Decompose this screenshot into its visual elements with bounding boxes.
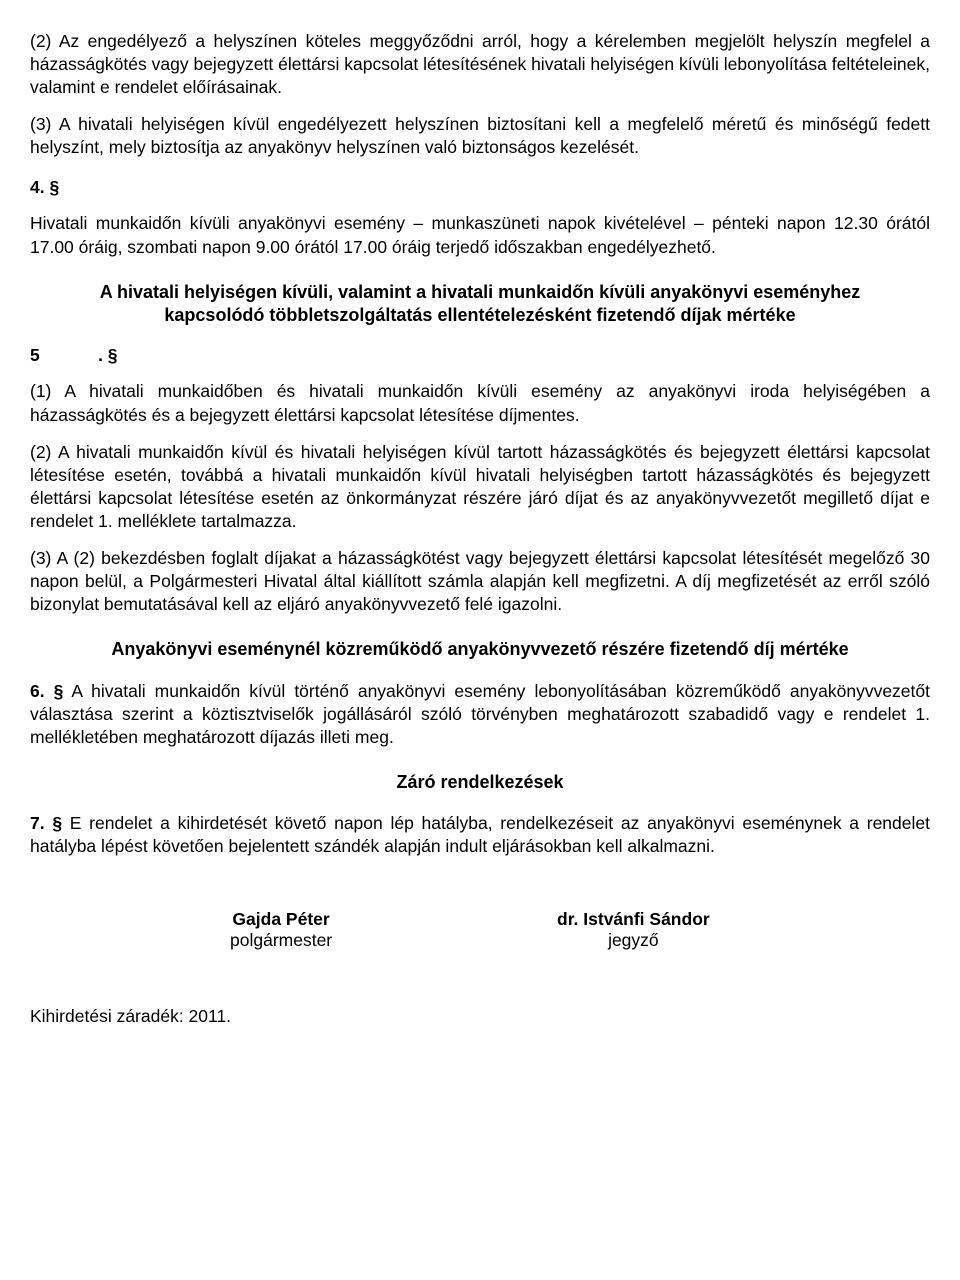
section-4-number: 4. § bbox=[30, 177, 930, 198]
heading-fees: A hivatali helyiségen kívüli, valamint a… bbox=[30, 281, 930, 328]
section-7-number: 7. § bbox=[30, 813, 62, 833]
paragraph-6: 6. § A hivatali munkaidőn kívül történő … bbox=[30, 680, 930, 749]
signature-role-clerk: jegyző bbox=[557, 930, 710, 951]
heading-fees-line2: kapcsolódó többletszolgáltatás ellentéte… bbox=[164, 305, 795, 325]
heading-fees-line1: A hivatali helyiségen kívüli, valamint a… bbox=[100, 282, 861, 302]
signature-name-clerk: dr. Istvánfi Sándor bbox=[557, 909, 710, 930]
paragraph-5-1: (1) A hivatali munkaidőben és hivatali m… bbox=[30, 380, 930, 426]
paragraph-6-body: A hivatali munkaidőn kívül történő anyak… bbox=[30, 681, 930, 747]
promulgation-note: Kihirdetési záradék: 2011. bbox=[30, 1006, 930, 1027]
signature-role-mayor: polgármester bbox=[230, 930, 332, 951]
signature-block: Gajda Péter polgármester dr. Istvánfi Sá… bbox=[30, 909, 930, 951]
paragraph-5-2: (2) A hivatali munkaidőn kívül és hivata… bbox=[30, 441, 930, 533]
paragraph-4-body: Hivatali munkaidőn kívüli anyakönyvi ese… bbox=[30, 212, 930, 258]
heading-closing: Záró rendelkezések bbox=[30, 771, 930, 794]
paragraph-7: 7. § E rendelet a kihirdetését követő na… bbox=[30, 812, 930, 858]
paragraph-2-2: (2) Az engedélyező a helyszínen köteles … bbox=[30, 30, 930, 99]
signature-right: dr. Istvánfi Sándor jegyző bbox=[557, 909, 710, 951]
section-5-number: 5 . § bbox=[30, 345, 930, 366]
heading-official-fee: Anyakönyvi eseménynél közreműködő anyakö… bbox=[30, 638, 930, 661]
signature-left: Gajda Péter polgármester bbox=[230, 909, 332, 951]
paragraph-2-3: (3) A hivatali helyiségen kívül engedély… bbox=[30, 113, 930, 159]
paragraph-7-body: E rendelet a kihirdetését követő napon l… bbox=[30, 813, 930, 856]
paragraph-5-3: (3) A (2) bekezdésben foglalt díjakat a … bbox=[30, 547, 930, 616]
section-5-label: 5 . § bbox=[30, 345, 118, 365]
signature-name-mayor: Gajda Péter bbox=[230, 909, 332, 930]
section-6-number: 6. § bbox=[30, 681, 63, 701]
